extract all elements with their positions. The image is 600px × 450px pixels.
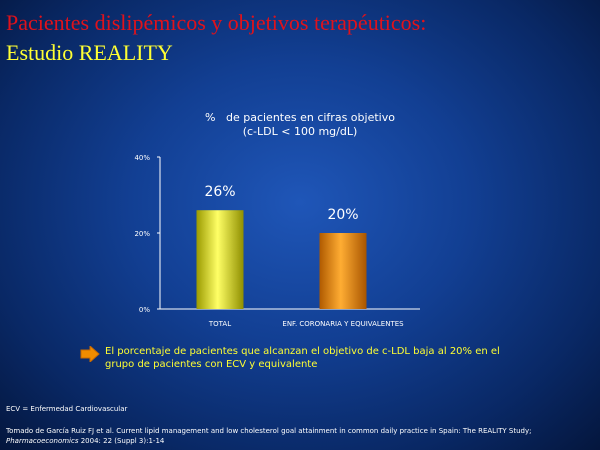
chart-title-line-2: (c-LDL < 100 mg/dL) <box>242 125 358 138</box>
reference-citation: Tomado de García Ruiz FJ et al. Current … <box>6 426 591 446</box>
title-line-1: Pacientes dislipémicos y objetivos terap… <box>6 10 427 35</box>
data-label: 20% <box>327 207 358 223</box>
reference-prefix: Tomado de García Ruiz FJ et al. Current … <box>6 427 532 435</box>
title-line-2: Estudio REALITY <box>6 40 173 65</box>
reference-suffix: 2004: 22 (Suppl 3):1-14 <box>80 437 165 445</box>
abbreviation-note: ECV = Enfermedad Cardiovascular <box>6 405 128 413</box>
y-tick-label: 0% <box>139 306 150 314</box>
reference-journal: Pharmacoeconomics <box>6 437 79 445</box>
slide-title: Pacientes dislipémicos y objetivos terap… <box>6 8 426 68</box>
chart-title: % de pacientes en cifras objetivo (c-LDL… <box>175 111 425 139</box>
chart-title-line-1: % de pacientes en cifras objetivo <box>205 111 395 124</box>
note-callout: El porcentaje de pacientes que alcanzan … <box>80 345 520 371</box>
y-tick-label: 20% <box>134 230 150 238</box>
bar-total <box>196 210 244 309</box>
bar-coronary <box>319 233 367 309</box>
x-tick-label: TOTAL <box>208 320 231 328</box>
data-label: 26% <box>204 184 235 200</box>
y-tick-label: 40% <box>134 154 150 162</box>
orange-arrow-icon <box>80 346 100 362</box>
x-tick-label: ENF. CORONARIA Y EQUIVALENTES <box>282 320 404 328</box>
note-text: El porcentaje de pacientes que alcanzan … <box>105 346 500 370</box>
